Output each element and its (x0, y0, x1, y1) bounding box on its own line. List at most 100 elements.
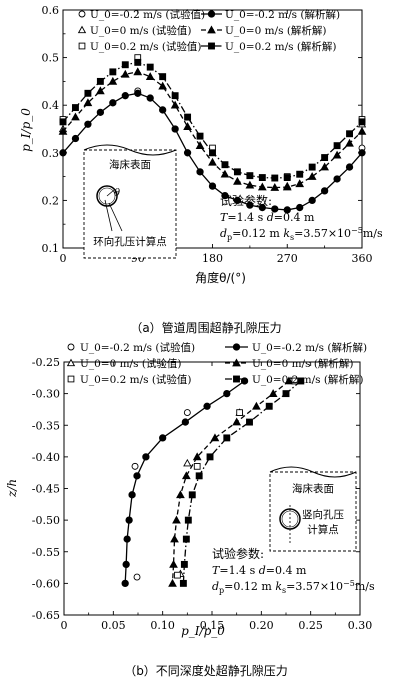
legend-marker (232, 343, 241, 351)
inset-point-label: 计算点 (307, 523, 339, 536)
legend-label: U_0=0 m/s (解析解) (225, 24, 327, 37)
data-point (208, 182, 217, 190)
data-point (134, 89, 142, 97)
params-part: m (269, 227, 280, 240)
data-point (184, 516, 192, 524)
params-part: = (219, 564, 228, 577)
pipe-circle (279, 508, 301, 530)
series-line (124, 380, 245, 584)
params-part: = (286, 580, 295, 593)
data-point (358, 118, 366, 126)
data-point (321, 154, 329, 162)
x-tick-label: 0 (61, 619, 68, 632)
theta-line (106, 189, 115, 197)
params-part: 0.4 (275, 564, 293, 577)
params-part: m (296, 564, 307, 577)
params-part: 0.4 (283, 211, 301, 224)
params-part: k (283, 227, 290, 240)
y-axis-label: p_I/p_0 (19, 108, 33, 152)
x-axis-label: p_I/p_0 (181, 624, 225, 638)
data-point (122, 560, 130, 569)
y-tick-label: -0.40 (32, 451, 60, 464)
data-point (221, 191, 229, 200)
x-tick-label: 270 (277, 252, 298, 265)
x-tick-label: 360 (352, 252, 373, 265)
y-tick-label: 0.6 (42, 4, 60, 17)
params-title: 试验参数: (220, 193, 272, 208)
data-point (295, 179, 305, 188)
data-point (345, 163, 354, 171)
data-point (179, 579, 187, 587)
legend-marker (66, 358, 76, 367)
inset-a: 海床表面 θ 环向孔压计算点 (83, 144, 177, 259)
data-point (84, 89, 92, 97)
legend-label: U_0=0 m/s (解析解) (252, 357, 354, 370)
legend-marker (208, 42, 215, 50)
params-title: 试验参数: (212, 546, 264, 561)
data-point (232, 417, 242, 426)
pointer-line (104, 199, 113, 232)
data-point (131, 462, 139, 470)
data-point (96, 108, 105, 116)
x-tick-label: 0 (60, 252, 67, 265)
seabed-wave (83, 144, 177, 156)
params-part: s (290, 233, 294, 242)
data-point (258, 203, 266, 212)
data-point (133, 573, 141, 581)
y-tick-label: 0.3 (42, 147, 60, 160)
data-point (181, 418, 190, 426)
chart-panel-a: 0 90 180 270 3600.10.20.30.40.50.6海床表面θ环向孔压计… (19, 4, 383, 285)
caption-b: （b）不同深度处超静孔隙压力 (124, 663, 288, 678)
legend-label: U_0=0 m/s (试验值) (80, 357, 182, 370)
data-point (210, 433, 220, 442)
data-point (59, 149, 67, 157)
data-point (183, 149, 192, 157)
data-point (195, 141, 205, 149)
params-part: d (220, 227, 227, 240)
pipe-inner (281, 510, 299, 528)
legend-label: U_0=0.2 m/s (解析解) (252, 373, 364, 386)
y-tick-label: -0.30 (32, 388, 60, 401)
params-part: 1.4 (237, 211, 255, 224)
data-point (283, 206, 291, 214)
data-point (96, 77, 104, 85)
data-point (196, 168, 204, 176)
params-line1: T=1.4 s d=0.4 m (220, 211, 315, 224)
data-point (265, 402, 273, 410)
y-tick-label: -0.35 (32, 419, 60, 432)
data-point (170, 534, 179, 543)
y-tick-label: -0.55 (32, 546, 60, 559)
data-point (245, 180, 255, 189)
params-line2: dp=0.12 m ks=3.57×10−5m/s (220, 226, 383, 242)
data-point (308, 163, 316, 171)
data-point (134, 58, 142, 66)
data-point (282, 390, 290, 398)
data-point (184, 113, 192, 121)
data-point (183, 458, 192, 467)
data-point (71, 112, 80, 121)
data-point (208, 157, 217, 166)
y-tick-label: -0.50 (32, 514, 60, 527)
params-part: 0.12 (241, 227, 266, 240)
params-part: s (250, 564, 256, 577)
params-part: = (266, 564, 275, 577)
data-point (123, 535, 131, 543)
x-tick-label: 0.15 (200, 619, 225, 632)
x-tick-label: 0.05 (101, 619, 126, 632)
inset-point-label: 竖向孔压 (302, 508, 344, 521)
data-point (180, 560, 188, 568)
data-point (257, 182, 267, 191)
data-point (357, 126, 367, 135)
data-point (246, 172, 254, 180)
params-part: m (304, 211, 315, 224)
data-point (233, 176, 242, 185)
params-part: = (274, 211, 283, 224)
data-point (121, 92, 129, 100)
data-point (246, 201, 254, 209)
params-part: 0.12 (233, 580, 258, 593)
legend-marker (67, 343, 75, 351)
data-point (183, 409, 191, 417)
data-point (320, 162, 329, 171)
